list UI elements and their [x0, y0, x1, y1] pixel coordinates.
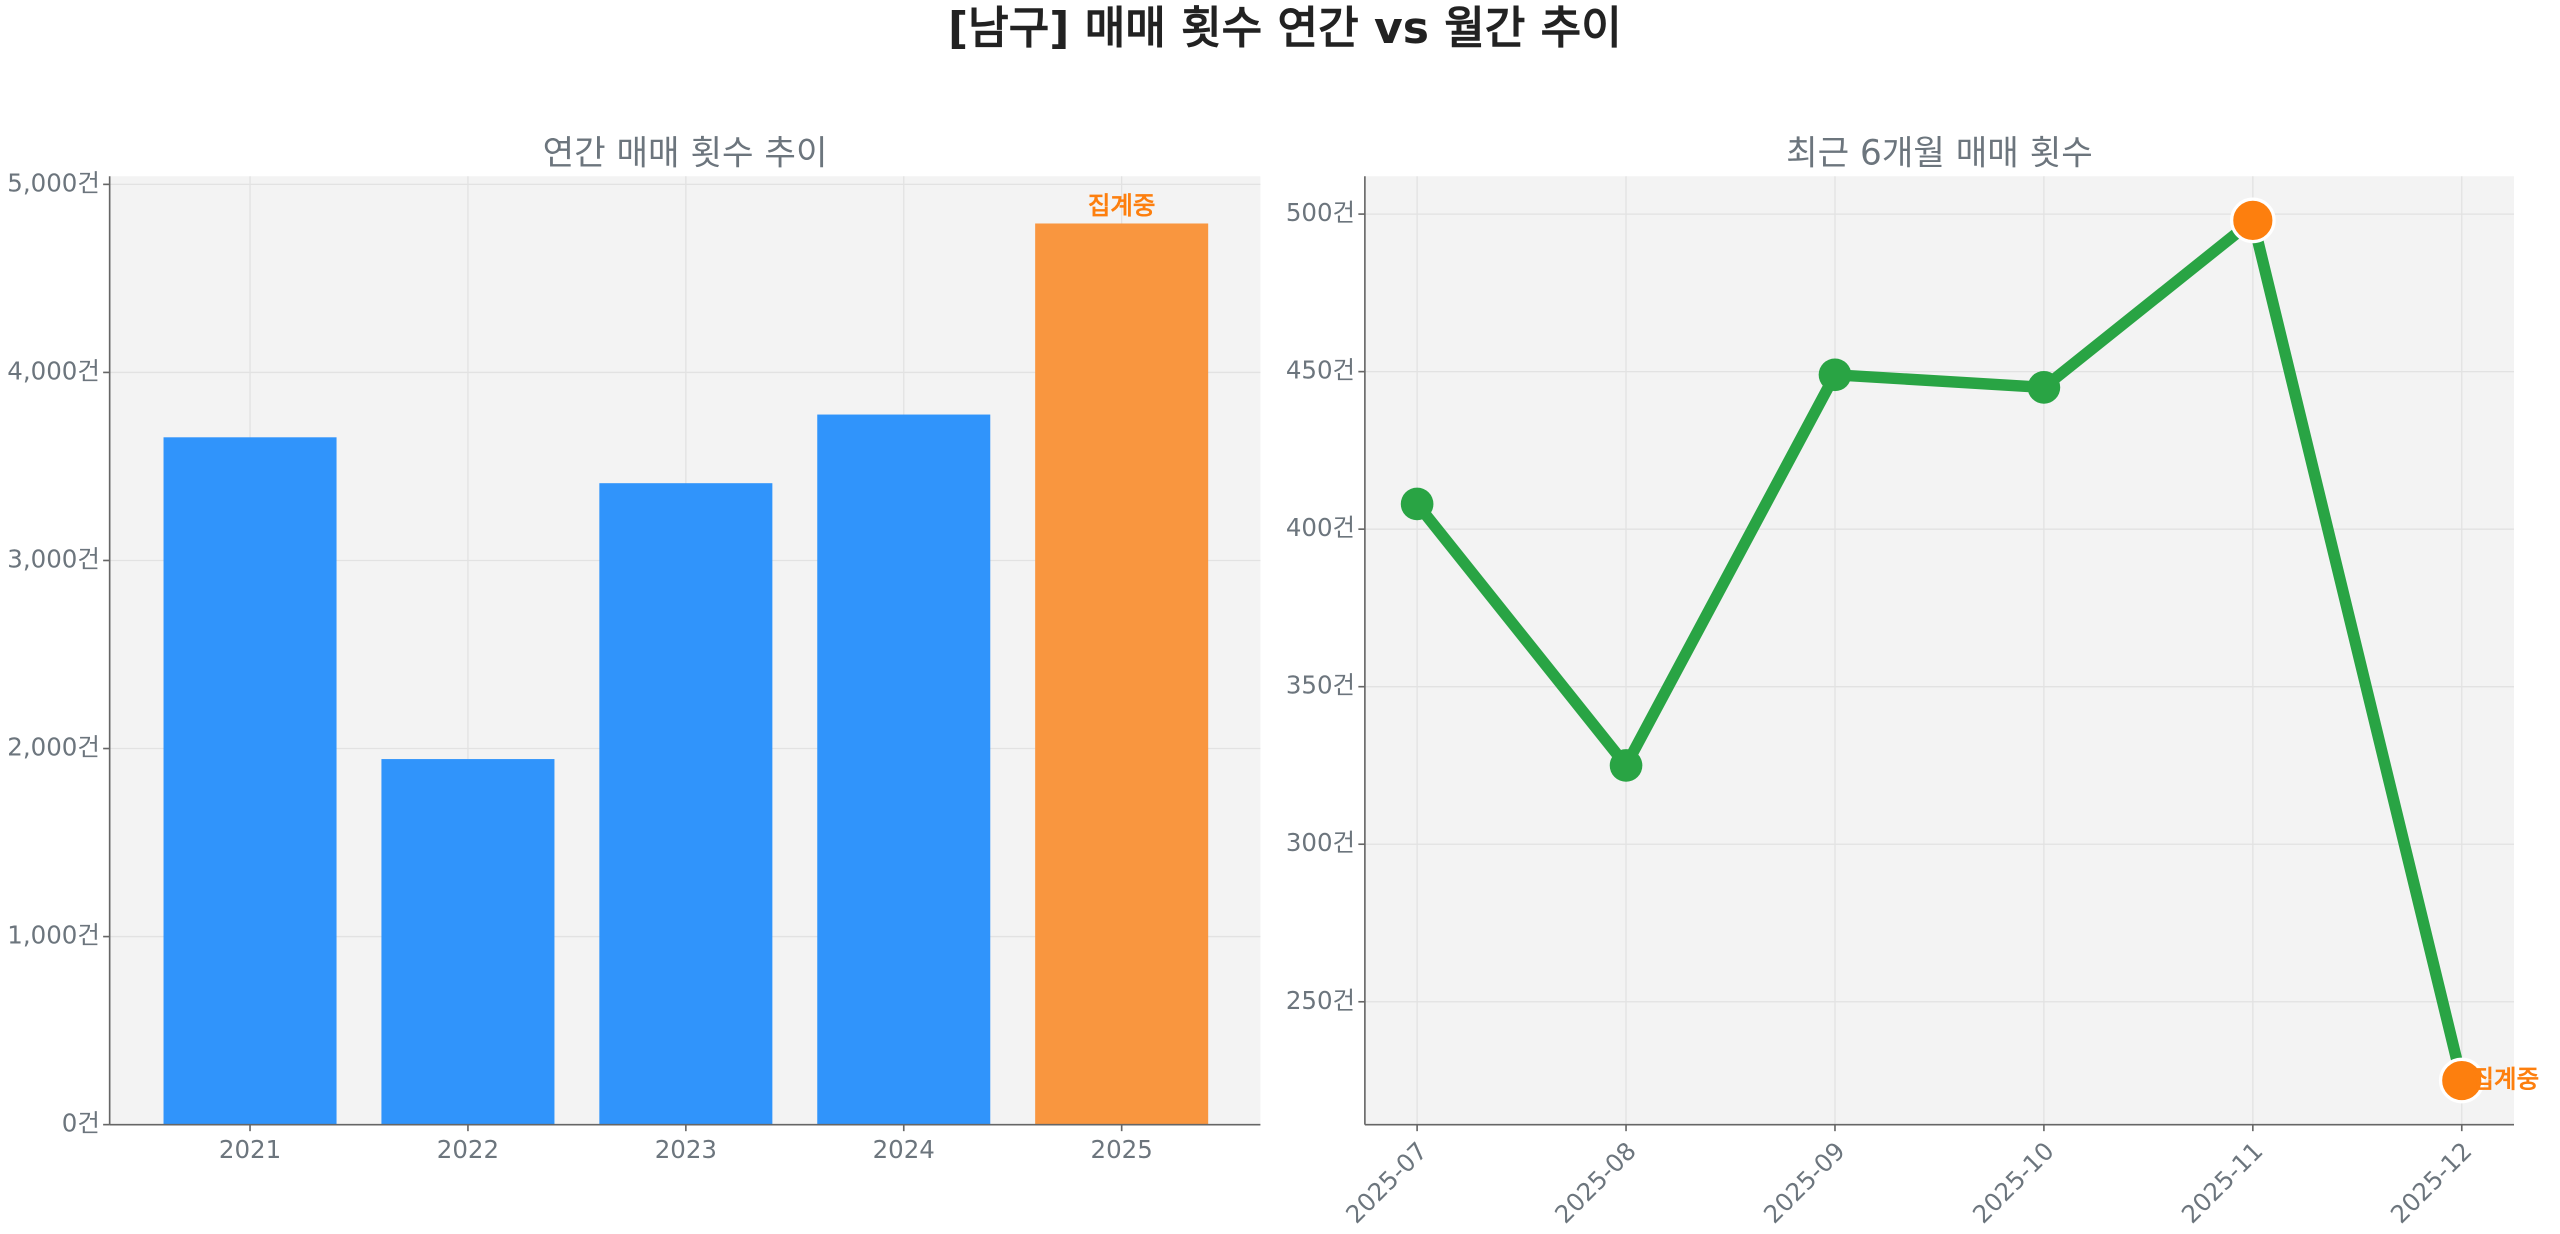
y-tick-label: 0건: [62, 1109, 100, 1138]
bar: [817, 414, 991, 1125]
plot-area: [1364, 176, 2514, 1125]
marker: [1609, 749, 1643, 782]
y-tick-label: 400건: [1286, 513, 1355, 542]
x-tick-label: 2022: [437, 1135, 499, 1164]
x-tick-label: 2025-12: [2385, 1136, 2478, 1229]
annotation: 집계중: [1088, 191, 1156, 220]
x-tick-label: 2025-10: [1967, 1136, 2060, 1229]
x-tick-label: 2025-08: [1549, 1136, 1642, 1229]
x-tick-label: 2023: [655, 1135, 717, 1164]
y-tick-label: 4,000건: [7, 356, 100, 385]
x-tick-label: 2024: [873, 1135, 935, 1164]
y-tick-label: 300건: [1286, 828, 1355, 857]
marker: [2438, 1057, 2485, 1104]
marker: [1400, 487, 1434, 521]
x-tick-label: 2021: [219, 1135, 281, 1164]
marker: [1818, 358, 1852, 392]
x-tick-label: 2025-07: [1340, 1136, 1433, 1229]
line: [1412, 214, 2468, 1082]
bar: [163, 437, 337, 1125]
bar: [599, 483, 773, 1125]
y-tick-label: 5,000건: [7, 168, 100, 197]
marker: [2027, 371, 2061, 404]
annotation: 집계중: [2472, 1065, 2540, 1094]
marker: [2229, 197, 2276, 244]
y-tick-label: 2,000건: [7, 733, 100, 762]
y-tick-label: 350건: [1286, 671, 1355, 700]
y-tick-label: 450건: [1286, 356, 1355, 385]
bar: [1035, 223, 1209, 1125]
y-tick-label: 3,000건: [7, 544, 100, 573]
subplot-title: 최근 6개월 매매 횟수: [1786, 134, 2093, 174]
bar: [381, 759, 555, 1125]
y-tick-label: 1,000건: [7, 921, 100, 950]
x-tick-label: 2025-11: [2176, 1136, 2269, 1229]
subplot-title: 연간 매매 횟수 추이: [543, 134, 828, 174]
y-tick-label: 250건: [1286, 986, 1355, 1015]
x-tick-label: 2025: [1091, 1135, 1153, 1164]
figure-title: [남구] 매매 횟수 연간 vs 월간 추이: [948, 3, 1622, 54]
y-tick-label: 500건: [1286, 198, 1355, 227]
x-tick-label: 2025-09: [1758, 1136, 1851, 1229]
